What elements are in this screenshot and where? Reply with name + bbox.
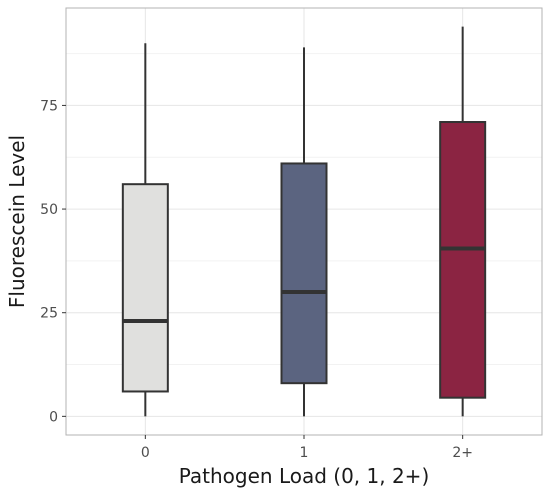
y-tick-label: 25: [40, 306, 58, 322]
y-tick-label: 0: [49, 409, 58, 425]
x-tick-label: 0: [141, 445, 150, 461]
box-iqr: [439, 121, 487, 399]
y-tick-label: 50: [40, 202, 58, 218]
y-tick-label: 75: [40, 98, 58, 114]
y-axis-title: Fluorescein Level: [5, 135, 29, 308]
x-tick-label: 1: [300, 445, 309, 461]
box-iqr: [280, 162, 328, 385]
tick-layer: 0 25 50 75 0 1 2+: [40, 98, 473, 461]
x-axis-title: Pathogen Load (0, 1, 2+): [179, 464, 430, 488]
box-layer: [121, 26, 487, 417]
x-tick-label: 2+: [452, 445, 473, 461]
box-iqr: [121, 183, 169, 393]
